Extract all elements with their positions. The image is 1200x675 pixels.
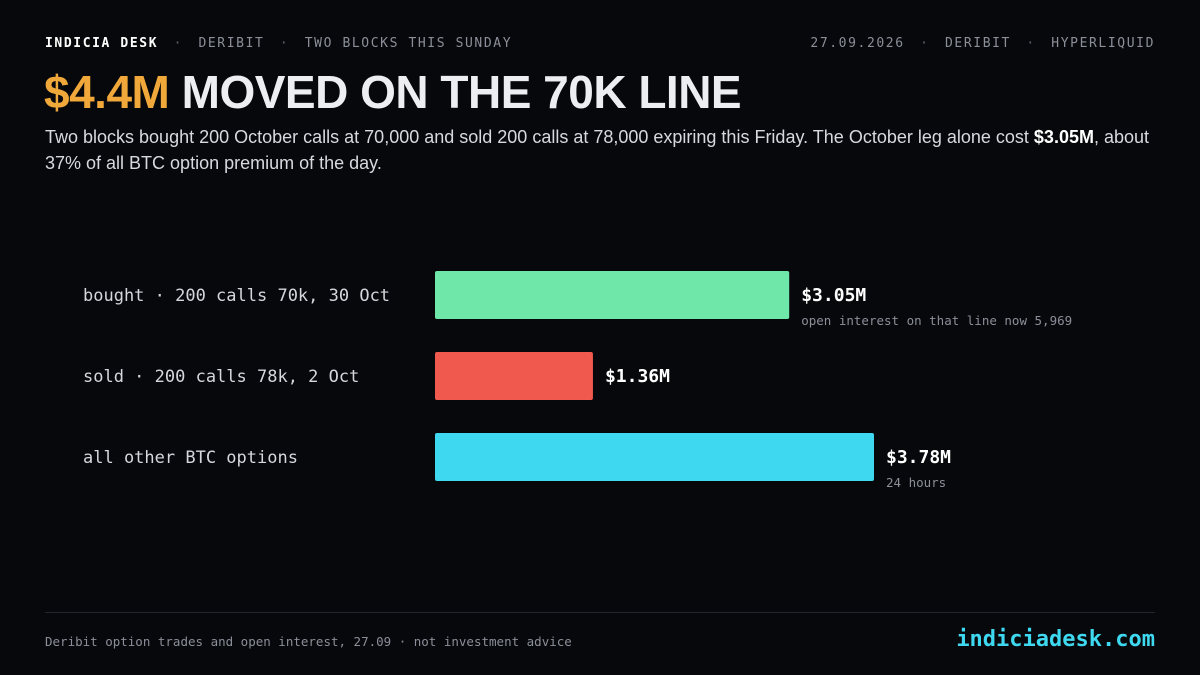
footer-divider <box>45 612 1155 613</box>
separator: · <box>279 35 290 51</box>
category-label: all other BTC options <box>83 448 298 468</box>
venue-hyperliquid: HYPERLIQUID <box>1051 35 1155 51</box>
bar-note: open interest on that line now 5,969 <box>801 313 1072 328</box>
subtitle-text-1: Two blocks bought 200 October calls at 7… <box>45 127 1034 147</box>
brand-name: INDICIA DESK <box>45 35 159 51</box>
separator: · <box>1026 35 1036 51</box>
top-bar-right: 27.09.2026 · DERIBIT · HYPERLIQUID <box>810 36 1155 51</box>
bar-note: 24 hours <box>886 475 946 490</box>
tagline-venue: DERIBIT <box>198 35 265 51</box>
top-bar-left: INDICIA DESK · DERIBIT · TWO BLOCKS THIS… <box>45 36 512 51</box>
top-bar: INDICIA DESK · DERIBIT · TWO BLOCKS THIS… <box>45 34 1155 52</box>
bar <box>435 433 874 481</box>
category-label: sold · 200 calls 78k, 2 Oct <box>83 367 359 387</box>
category-label: bought · 200 calls 70k, 30 Oct <box>83 286 390 306</box>
headline-text: MOVED ON THE 70K LINE <box>181 66 742 118</box>
footer-site-link[interactable]: indiciadesk.com <box>956 627 1155 652</box>
separator: · <box>920 35 930 51</box>
subtitle-bold-amount: $3.05M <box>1033 127 1094 147</box>
bar <box>435 271 790 319</box>
separator: · <box>173 35 183 51</box>
tagline-event: TWO BLOCKS THIS SUNDAY <box>304 35 513 51</box>
bar <box>435 352 593 400</box>
value-label: $3.78M <box>886 447 951 468</box>
subtitle: Two blocks bought 200 October calls at 7… <box>45 124 1155 176</box>
headline-amount: $4.4M <box>44 66 170 118</box>
footer-source: Deribit option trades and open interest,… <box>45 634 572 649</box>
headline: $4.4M MOVED ON THE 70K LINE <box>44 64 742 120</box>
subtitle-text-2: , about 37% of all BTC option premium of… <box>45 127 1150 173</box>
date: 27.09.2026 <box>810 35 905 51</box>
venue-deribit: DERIBIT <box>944 35 1011 51</box>
value-label: $3.05M <box>801 285 866 306</box>
value-label: $1.36M <box>605 366 670 387</box>
